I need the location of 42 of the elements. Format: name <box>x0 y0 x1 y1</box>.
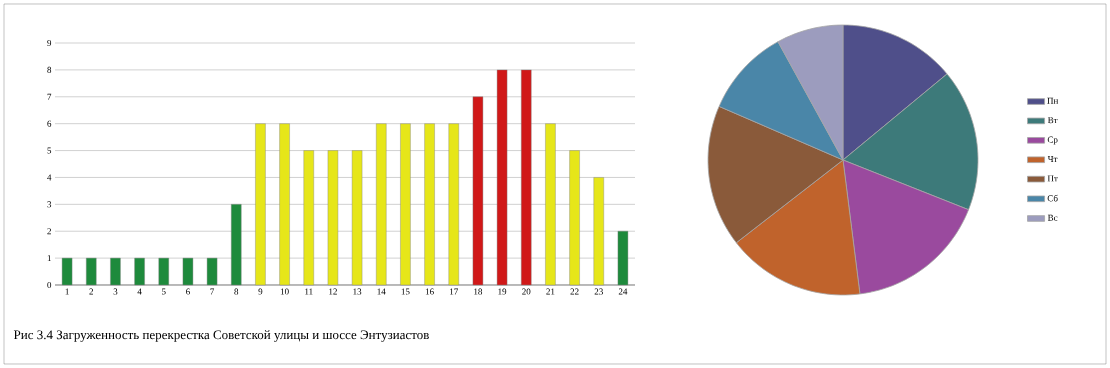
x-tick-label: 1 <box>65 288 69 295</box>
legend-label: Пт <box>1047 175 1058 182</box>
x-tick-label: 21 <box>546 288 555 295</box>
x-tick-label: 12 <box>329 288 337 295</box>
y-tick-label: 8 <box>47 66 52 73</box>
legend-label: Пн <box>1047 97 1059 104</box>
x-tick-label: 3 <box>113 288 118 295</box>
x-tick-label: 14 <box>377 288 386 295</box>
legend-label: Вт <box>1047 117 1058 124</box>
y-tick-label: 2 <box>47 228 51 235</box>
y-tick-label: 6 <box>47 120 52 127</box>
x-tick-label: 20 <box>522 288 531 295</box>
y-tick-label: 4 <box>47 174 52 181</box>
x-tick-label: 15 <box>401 288 410 295</box>
x-tick-label: 11 <box>305 288 313 295</box>
x-tick-label: 2 <box>89 288 94 295</box>
x-tick-label: 18 <box>474 288 483 295</box>
y-tick-label: 3 <box>47 201 52 208</box>
text: Рис 3.4 Загруженность перекрестка Советской улицы и шоссе Энтузиастов <box>13 330 429 342</box>
x-tick-label: 9 <box>258 288 263 295</box>
y-tick-label: 5 <box>47 147 52 154</box>
y-tick-label: 0 <box>47 281 52 289</box>
x-tick-label: 19 <box>498 288 507 295</box>
y-tick-label: 1 <box>47 255 51 262</box>
y-tick-label: 7 <box>47 93 52 100</box>
x-tick-label: 17 <box>450 288 458 295</box>
legend-label: Сб <box>1047 194 1058 202</box>
x-tick-label: 24 <box>618 288 628 295</box>
x-tick-label: 10 <box>280 288 289 295</box>
x-tick-label: 5 <box>162 288 166 295</box>
legend-label: Ср <box>1047 136 1058 145</box>
x-tick-label: 16 <box>425 288 434 295</box>
x-tick-label: 23 <box>594 288 603 295</box>
x-tick-label: 22 <box>570 288 579 295</box>
y-tick-label: 9 <box>47 39 52 47</box>
x-tick-label: 7 <box>210 288 215 295</box>
x-tick-label: 8 <box>234 288 239 295</box>
x-tick-label: 13 <box>353 288 362 295</box>
x-tick-label: 4 <box>137 288 142 295</box>
x-tick-label: 6 <box>186 288 190 295</box>
legend-label: Чт <box>1047 156 1058 162</box>
legend-label: Вс <box>1047 214 1058 221</box>
